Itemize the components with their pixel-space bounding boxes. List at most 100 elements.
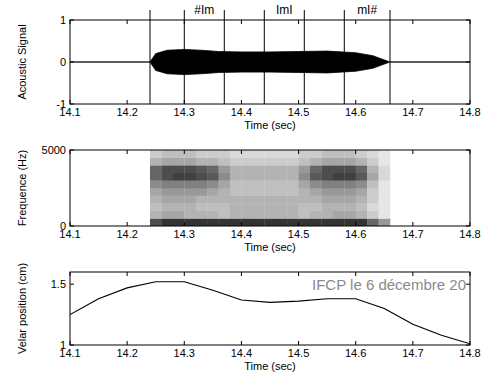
segment-label: ImI: [276, 3, 293, 17]
x-tick-label: 14.6: [345, 228, 366, 240]
segment-line: [304, 10, 305, 104]
spectrogram-cell: [310, 165, 322, 173]
spectrogram-cell: [367, 211, 379, 219]
spectrogram-cell: [379, 158, 391, 166]
plot-frame: [70, 150, 470, 226]
spectrogram-cell: [344, 188, 356, 196]
spectrogram-cell: [150, 150, 162, 158]
x-tick: [184, 222, 185, 226]
y-tick: [466, 62, 470, 63]
spectrogram-cell: [321, 211, 333, 219]
y-tick: [70, 345, 74, 346]
spectrogram-cell: [299, 173, 311, 181]
spectrogram-cell: [173, 188, 185, 196]
spectrogram-cell: [230, 188, 242, 196]
spectrogram-cell: [161, 165, 173, 173]
spectrogram-cell: [276, 211, 288, 219]
spectrogram-cell: [173, 165, 185, 173]
x-tick: [184, 341, 185, 345]
spectrogram-cell: [219, 211, 231, 219]
spectrogram-cell: [161, 196, 173, 204]
x-tick: [470, 272, 471, 276]
spectrogram-cell: [207, 203, 219, 211]
spectrogram-cell: [230, 203, 242, 211]
spectrogram-cell: [356, 218, 368, 226]
spectrogram-cell: [161, 211, 173, 219]
spectrogram-cell: [287, 196, 299, 204]
x-tick-label: 14.4: [231, 228, 252, 240]
y-tick: [466, 150, 470, 151]
spectrogram-cell: [356, 196, 368, 204]
x-tick: [355, 341, 356, 345]
x-axis-title: Time (sec): [244, 241, 296, 253]
spectrogram-cell: [196, 165, 208, 173]
spectrogram-cell: [310, 188, 322, 196]
x-tick: [470, 150, 471, 154]
spectrogram-cell: [207, 173, 219, 181]
spectrogram-cell: [276, 165, 288, 173]
x-axis-title: Time (sec): [244, 119, 296, 131]
spectrogram-cell: [344, 165, 356, 173]
spectrogram-cell: [161, 203, 173, 211]
x-tick-label: 14.2: [116, 228, 137, 240]
y-tick-label: 1: [60, 14, 66, 26]
x-tick-label: 14.4: [231, 106, 252, 118]
spectrogram-cell: [379, 173, 391, 181]
x-tick: [241, 20, 242, 24]
spectrogram-cell: [184, 150, 196, 158]
spectrogram-cell: [150, 218, 162, 226]
spectrogram-cell: [184, 211, 196, 219]
panel: 14.114.214.314.414.514.614.714.811.5Time…: [16, 263, 481, 372]
x-tick: [241, 150, 242, 154]
spectrogram-cell: [173, 150, 185, 158]
x-tick: [470, 100, 471, 104]
x-tick-label: 14.6: [345, 106, 366, 118]
spectrogram-cell: [321, 165, 333, 173]
y-tick-label: 1.5: [51, 278, 66, 290]
y-tick: [70, 20, 74, 21]
spectrogram-cell: [150, 158, 162, 166]
x-tick: [298, 341, 299, 345]
spectrogram-cell: [299, 150, 311, 158]
spectrogram-cell: [321, 203, 333, 211]
spectrogram-cell: [173, 218, 185, 226]
spectrogram-cell: [333, 211, 345, 219]
panel: 14.114.214.314.414.514.614.714.805000Tim…: [16, 144, 481, 253]
x-tick: [298, 222, 299, 226]
spectrogram-cell: [287, 180, 299, 188]
x-tick: [127, 150, 128, 154]
x-tick-label: 14.2: [116, 106, 137, 118]
spectrogram-cell: [367, 203, 379, 211]
spectrogram-cell: [321, 218, 333, 226]
spectrogram-cell: [264, 203, 276, 211]
x-tick-label: 14.2: [116, 347, 137, 359]
spectrogram-cell: [264, 173, 276, 181]
y-tick: [466, 345, 470, 346]
spectrogram-cell: [276, 196, 288, 204]
segment-line: [264, 10, 265, 104]
spectrogram-cell: [241, 150, 253, 158]
spectrogram-cell: [230, 218, 242, 226]
x-tick: [184, 272, 185, 276]
x-tick-label: 14.5: [288, 106, 309, 118]
spectrogram-cell: [184, 158, 196, 166]
x-tick: [355, 20, 356, 24]
x-tick: [70, 20, 71, 24]
spectrogram-cell: [367, 150, 379, 158]
spectrogram-cell: [310, 218, 322, 226]
y-tick-label: 1: [60, 339, 66, 351]
x-tick-label: 14.7: [402, 228, 423, 240]
spectrogram-cell: [321, 188, 333, 196]
spectrogram-cell: [230, 196, 242, 204]
spectrogram-cell: [219, 158, 231, 166]
spectrogram-cell: [333, 196, 345, 204]
spectrogram-cell: [333, 203, 345, 211]
spectrogram-cell: [276, 150, 288, 158]
spectrogram-cell: [264, 158, 276, 166]
spectrogram-cell: [173, 203, 185, 211]
plot-area: [150, 150, 390, 226]
spectrogram-cell: [241, 188, 253, 196]
spectrogram-cell: [321, 150, 333, 158]
y-tick: [70, 62, 74, 63]
spectrogram-cell: [184, 196, 196, 204]
